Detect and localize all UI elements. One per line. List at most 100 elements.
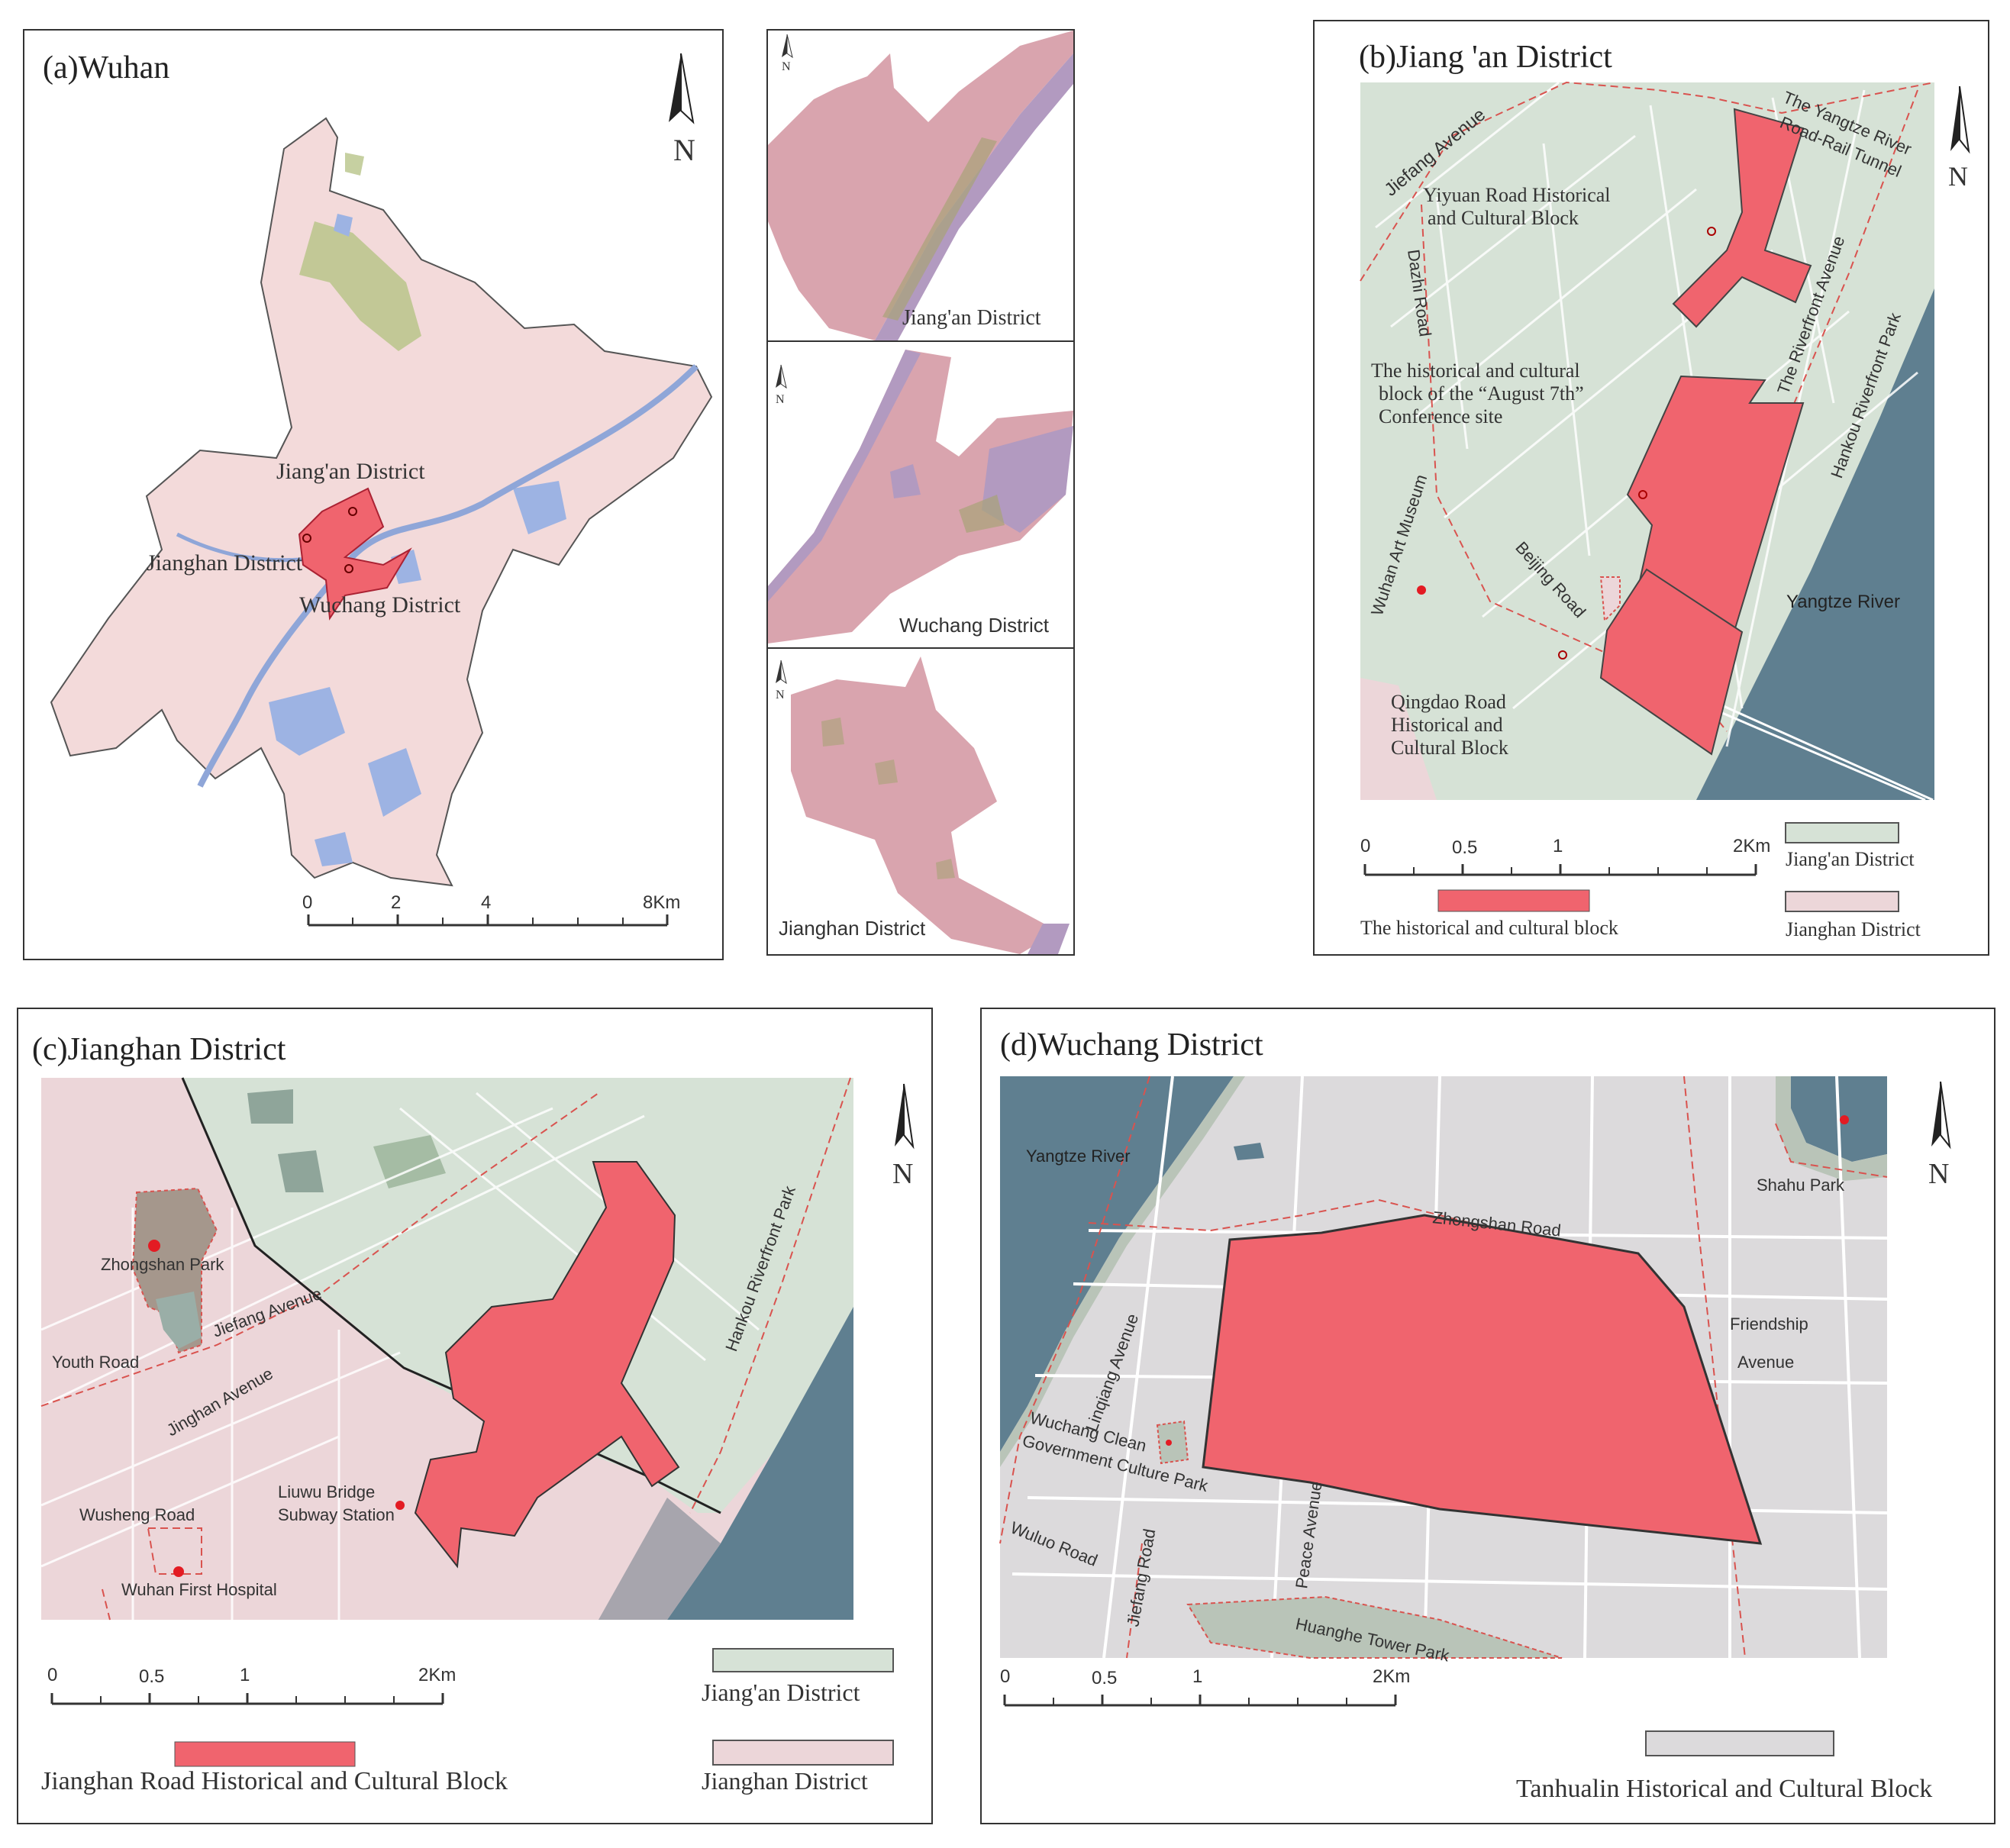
label-jiangan: Jiang'an District (276, 459, 425, 484)
scale-label-0: 0 (302, 892, 312, 913)
qingdao-point (1558, 650, 1567, 660)
panel-c-title: (c)Jianghan District (32, 1032, 286, 1067)
label-liuwu-2: Subway Station (278, 1505, 395, 1524)
inset-jianghan-map: N Jianghan District (776, 656, 1070, 954)
tunnel-line-2 (1711, 707, 1926, 801)
panel-b-map: (b)Jiang 'an District N Jiefang Avenue T… (1359, 40, 1970, 940)
panel-a-title: (a)Wuhan (43, 50, 169, 85)
label-shahu-park: Shahu Park (1757, 1176, 1845, 1195)
jianghan-road-block (414, 1161, 680, 1569)
legend-swatch-block (174, 1741, 356, 1767)
yangtze-river (197, 364, 698, 788)
panel-b-jiangan: (b)Jiang 'an District N Jiefang Avenue T… (1313, 20, 1989, 956)
north-arrow-icon: N (1948, 85, 1970, 192)
legend-swatch-jiangan (712, 1648, 894, 1672)
scale-bar: 0 0.5 1 2Km (1360, 836, 1770, 876)
inset-north: N (782, 60, 791, 73)
scale-label-1: 1 (1192, 1666, 1202, 1687)
label-yiyuan-2: and Cultural Block (1428, 207, 1579, 229)
label-qingdao-1: Qingdao Road (1391, 691, 1506, 713)
district-boundary (1360, 81, 1935, 282)
scale-bar: 0 0.5 1 2Km (1000, 1666, 1410, 1707)
zhongshan-park-green (156, 1292, 202, 1349)
inset-jiangan-label: Jiang'an District (902, 306, 1041, 330)
scale-label-05: 0.5 (1452, 837, 1477, 858)
lake-south-3 (315, 832, 353, 866)
legend-label-jiangan: Jiang'an District (702, 1679, 860, 1706)
panel-c-map: (c)Jianghan District N Zhongshan Park Ji… (32, 1032, 915, 1795)
label-youth-road: Youth Road (52, 1353, 139, 1372)
tanhualin-block (1202, 1214, 1763, 1545)
jianghan-corner (1360, 678, 1437, 800)
scale-label-0: 0 (47, 1665, 57, 1685)
north-arrow-icon: N (1928, 1081, 1951, 1190)
label-august-3: Conference site (1379, 405, 1502, 427)
legend-swatch-block (1437, 889, 1590, 912)
scale-label-8: 8Km (643, 892, 680, 913)
legend-label-block: Tanhualin Historical and Cultural Block (1516, 1775, 1932, 1803)
scale-label-2: 2 (391, 892, 401, 913)
north-arrow-icon (776, 660, 781, 683)
north-arrow-icon: N (669, 53, 695, 167)
jiefang-boundary (40, 1092, 599, 1407)
district-black-boundary (181, 1077, 721, 1514)
panel-b-title: (b)Jiang 'an District (1359, 40, 1612, 75)
forest-area-north (299, 221, 421, 351)
legend-label-jiangan: Jiang'an District (1786, 848, 1915, 870)
wuchang-grey-area (598, 1498, 721, 1620)
label-wuchang: Wuchang District (299, 592, 461, 618)
legend-swatch-jianghan (1785, 891, 1899, 912)
lake-south-2 (368, 748, 421, 817)
north-label: N (673, 133, 695, 167)
inset-jiangan-greenbelt (882, 137, 997, 321)
legend-label-jianghan: Jianghan District (702, 1767, 868, 1795)
inset-wuchang-label: Wuchang District (899, 614, 1050, 637)
inset-jianghan: N Jianghan District (766, 647, 1075, 956)
inset-north: N (776, 689, 785, 701)
inset-jianghan-park-3 (936, 859, 955, 879)
label-hospital: Wuhan First Hospital (121, 1580, 277, 1599)
lake-east-1 (513, 481, 566, 534)
core-districts-red (298, 487, 412, 621)
label-zhongshan-park: Zhongshan Park (101, 1255, 224, 1274)
zhongshan-road-boundary (1088, 1198, 1624, 1254)
liuwu-point (395, 1501, 405, 1510)
lake-2 (278, 1150, 324, 1192)
legend-swatch-jiangan (1785, 822, 1899, 843)
huanghe-tower-park (1186, 1595, 1563, 1659)
inset-jiangan-shape (768, 31, 1073, 340)
forest-area-small (345, 153, 364, 176)
inset-jiangan: N Jiang'an District (766, 29, 1075, 342)
yiyuan-block (1672, 108, 1812, 328)
tunnel-line-1 (1711, 699, 1934, 801)
panel-a-map: (a)Wuhan N Jiang'an District Jianghan Di… (43, 50, 713, 927)
inset-north: N (776, 393, 785, 406)
panel-d-title: (d)Wuchang District (1000, 1027, 1263, 1063)
shahu-boundary (1775, 1123, 1888, 1178)
river-area (667, 1307, 853, 1620)
inset-wuchang-river (768, 350, 921, 601)
scale-label-1: 1 (240, 1665, 250, 1685)
western-boundary (102, 1588, 111, 1621)
scale-label-05: 0.5 (139, 1666, 164, 1687)
small-lake (1234, 1143, 1264, 1160)
scale-label-0: 0 (1360, 836, 1370, 856)
north-arrow-icon: N (892, 1083, 915, 1190)
panel-d-wuchang: (d)Wuchang District N Yangtze River Shah… (980, 1008, 1995, 1824)
qingdao-block (1599, 568, 1744, 756)
panel-c-jianghan: (c)Jianghan District N Zhongshan Park Ji… (17, 1008, 933, 1824)
yiyuan-point (1707, 227, 1716, 236)
hospital-boundary (147, 1527, 202, 1575)
lake-3 (373, 1135, 446, 1188)
label-wusheng-road: Wusheng Road (79, 1505, 195, 1524)
riverfront-boundary (689, 1077, 851, 1514)
label-jianghan: Jianghan District (147, 550, 303, 576)
label-liuwu-1: Liuwu Bridge (278, 1482, 375, 1501)
road-network (40, 1092, 760, 1620)
art-museum-point (1417, 585, 1426, 595)
legend-label-jianghan: Jianghan District (1786, 918, 1921, 940)
august-point (1638, 490, 1647, 499)
legend-label-block: Jianghan Road Historical and Cultural Bl… (41, 1767, 508, 1795)
label-yiyuan-1: Yiyuan Road Historical (1423, 184, 1611, 206)
north-label: N (892, 1158, 913, 1190)
